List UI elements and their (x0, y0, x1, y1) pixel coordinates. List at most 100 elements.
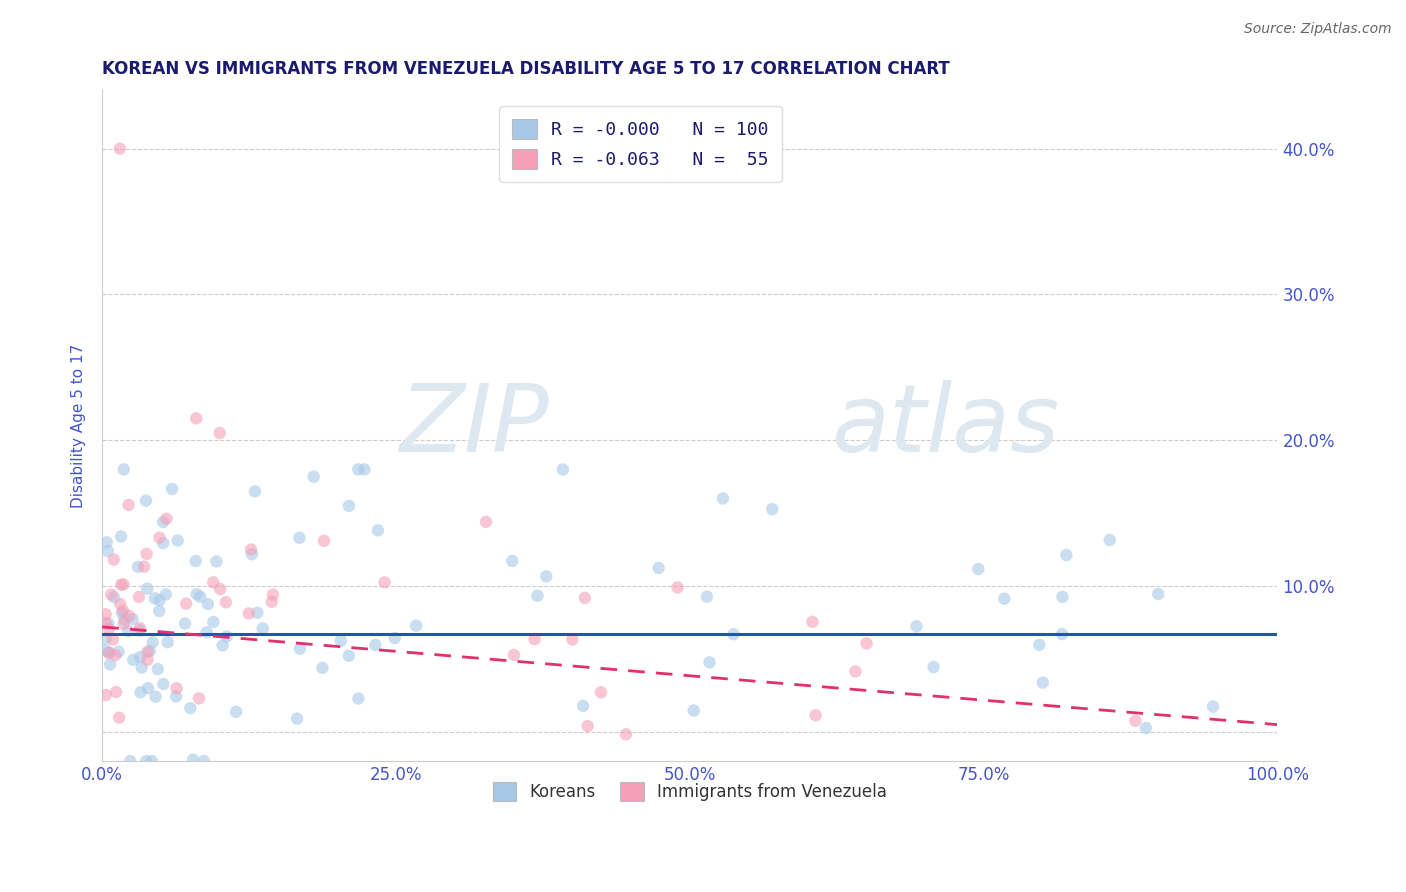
Legend: Koreans, Immigrants from Venezuela: Koreans, Immigrants from Venezuela (481, 771, 898, 814)
Point (302, 469, 325, 483)
Point (187, 691, 209, 706)
Point (312, 533, 335, 548)
Point (94, 643, 117, 657)
Y-axis label: Disability Age 5 to 17: Disability Age 5 to 17 (72, 343, 86, 508)
Point (121, 612, 143, 626)
Point (128, 624, 150, 638)
Point (112, 462, 135, 476)
Point (145, 690, 167, 704)
Point (129, 649, 152, 664)
Point (243, 484, 266, 499)
Point (215, 595, 238, 609)
Point (112, 577, 135, 591)
Point (1054, 548, 1077, 562)
Point (202, 575, 225, 590)
Point (131, 660, 153, 674)
Point (1098, 533, 1121, 547)
Point (135, 493, 157, 508)
Point (96, 535, 118, 549)
Point (337, 648, 360, 663)
Point (574, 591, 596, 605)
Point (101, 632, 124, 647)
Point (364, 638, 387, 652)
Point (246, 606, 269, 620)
Point (405, 618, 427, 632)
Point (146, 662, 169, 676)
Point (94, 607, 117, 622)
Point (98, 646, 121, 660)
Point (682, 704, 704, 718)
Point (225, 705, 247, 719)
Point (329, 633, 352, 648)
Point (136, 681, 159, 695)
Point (572, 698, 595, 713)
Point (288, 641, 311, 656)
Point (136, 653, 159, 667)
Point (165, 690, 187, 704)
Point (174, 616, 197, 631)
Point (922, 660, 945, 674)
Point (160, 482, 183, 496)
Point (699, 656, 721, 670)
Point (647, 561, 669, 575)
Point (205, 554, 228, 568)
Point (94, 632, 117, 646)
Point (1202, 699, 1225, 714)
Point (252, 621, 274, 635)
Point (181, 753, 204, 767)
Point (1147, 587, 1170, 601)
Point (108, 711, 131, 725)
Point (138, 644, 160, 658)
Point (103, 552, 125, 566)
Point (166, 533, 188, 548)
Point (188, 590, 211, 604)
Point (666, 581, 689, 595)
Point (195, 625, 218, 640)
Point (107, 645, 129, 659)
Point (503, 648, 526, 662)
Point (135, 547, 157, 561)
Text: atlas: atlas (831, 380, 1059, 471)
Point (209, 582, 232, 596)
Point (1052, 590, 1074, 604)
Point (152, 536, 174, 550)
Point (844, 665, 866, 679)
Point (238, 607, 260, 621)
Point (1032, 675, 1054, 690)
Point (174, 597, 197, 611)
Point (117, 624, 139, 638)
Point (100, 588, 122, 602)
Point (128, 590, 150, 604)
Point (905, 619, 928, 633)
Point (148, 604, 170, 618)
Point (536, 569, 558, 583)
Point (523, 632, 546, 646)
Point (110, 577, 132, 591)
Point (589, 685, 612, 699)
Point (761, 502, 783, 516)
Point (311, 661, 333, 675)
Point (337, 499, 360, 513)
Point (112, 616, 135, 631)
Point (155, 512, 177, 526)
Point (1050, 627, 1073, 641)
Point (111, 606, 134, 620)
Point (501, 554, 523, 568)
Point (561, 632, 583, 647)
Point (374, 575, 396, 590)
Point (723, 627, 745, 641)
Point (260, 595, 283, 609)
Point (117, 498, 139, 512)
Point (135, 754, 157, 768)
Point (110, 529, 132, 543)
Point (614, 727, 637, 741)
Point (576, 719, 599, 733)
Point (112, 604, 135, 618)
Point (152, 677, 174, 691)
Point (211, 639, 233, 653)
Point (152, 515, 174, 529)
Point (526, 589, 548, 603)
Text: ZIP: ZIP (399, 380, 548, 471)
Point (97, 616, 120, 631)
Point (551, 462, 574, 476)
